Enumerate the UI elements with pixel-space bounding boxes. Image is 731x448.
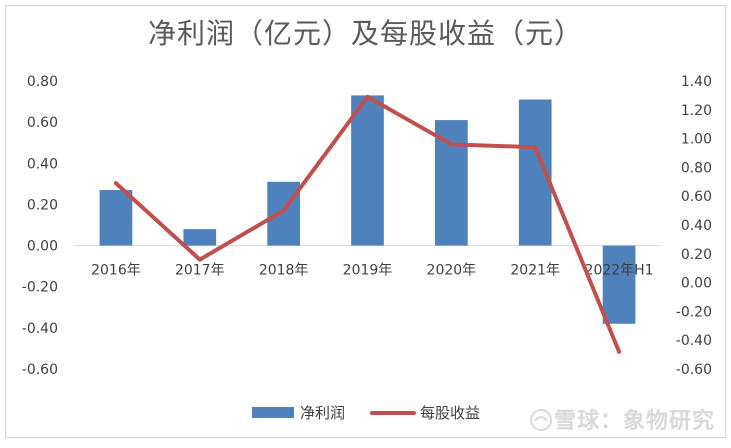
y-right-tick-label: -0.40	[676, 333, 712, 349]
x-tick-label: 2020年	[427, 263, 477, 279]
x-tick-label: 2018年	[259, 263, 309, 279]
watermark: 雪球：象物研究	[529, 403, 715, 435]
x-tick-label: 2019年	[343, 263, 393, 279]
eps-point-2	[197, 257, 202, 262]
y-right-tick-label: 1.00	[681, 132, 712, 148]
bar-2	[183, 229, 217, 246]
chart-frame: 净利润（亿元）及每股收益（元） 0.80 0.60 0.40 0.20 0.00 -0.2…	[5, 5, 726, 438]
y-right-tick-label: 0.80	[681, 160, 712, 176]
snowball-logo-icon	[529, 409, 552, 431]
y-right-tick-label: 1.20	[681, 103, 712, 119]
eps-point-7	[617, 349, 622, 354]
x-tick-label: 2016年	[91, 263, 141, 279]
bar-4	[351, 95, 384, 246]
y-right-tick-label: 0.00	[681, 276, 712, 292]
y-left-tick-label: -0.40	[22, 321, 58, 337]
y-left-tick-label: 0.00	[27, 239, 58, 255]
bar-7	[602, 245, 636, 324]
x-tick-label: 2017年	[175, 263, 225, 279]
y-left-tick-label: -0.20	[22, 280, 58, 296]
eps-point-1	[113, 181, 118, 186]
legend-label-bar: 净利润	[300, 404, 345, 422]
y-right-tick-label: 0.40	[681, 218, 712, 234]
y-left-tick-label: 0.80	[27, 74, 58, 90]
eps-point-6	[533, 145, 538, 150]
chart-canvas: 0.80 0.60 0.40 0.20 0.00 -0.20 -0.40 -0.60 1.40 1…	[22, 74, 712, 422]
watermark-text: 雪球：象物研究	[553, 409, 715, 434]
bar-3	[267, 181, 300, 246]
eps-point-5	[449, 142, 454, 147]
bar-1	[99, 190, 133, 246]
y-left-tick-label: 0.20	[27, 197, 58, 213]
legend-swatch-bar	[252, 407, 294, 418]
y-right-tick-label: 1.40	[681, 74, 712, 90]
eps-point-4	[365, 94, 370, 99]
x-tick-label: 2022年H1	[585, 263, 654, 279]
y-right-tick-label: 0.20	[681, 247, 712, 263]
eps-point-3	[281, 208, 286, 213]
y-right-tick-label: 0.60	[681, 189, 712, 205]
y-left-tick-label: 0.60	[27, 115, 58, 131]
y-left-tick-label: -0.60	[22, 362, 58, 378]
y-right-tick-label: -0.60	[676, 362, 712, 378]
y-right-tick-label: -0.20	[676, 304, 712, 320]
legend-label-line: 每股收益	[420, 404, 480, 422]
bar-5	[435, 120, 468, 246]
x-tick-label: 2021年	[510, 263, 560, 279]
chart-title: 净利润（亿元）及每股收益（元）	[147, 17, 583, 50]
y-left-tick-label: 0.40	[27, 156, 58, 172]
